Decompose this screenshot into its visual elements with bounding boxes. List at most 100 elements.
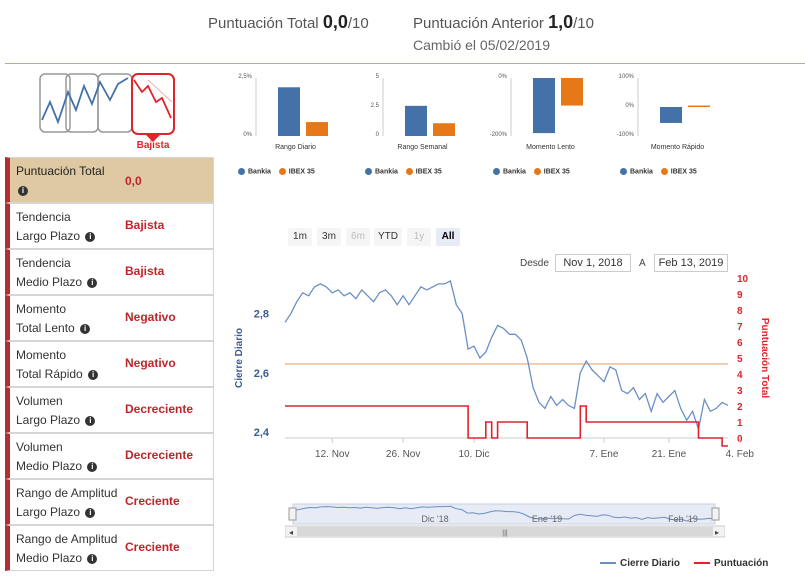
score-row-value: Creciente bbox=[125, 540, 180, 554]
score-row-label: Tendencia Medio Plazo i bbox=[16, 254, 98, 292]
legend-dot bbox=[620, 168, 627, 175]
score-row-label-line1: Rango de Amplitud bbox=[16, 532, 118, 546]
y2-axis-tick: 2 bbox=[737, 402, 743, 413]
mini-bar-bankia[interactable] bbox=[533, 78, 555, 134]
mini-chart-legend: Bankia IBEX 35 bbox=[238, 168, 315, 175]
info-icon[interactable]: i bbox=[87, 553, 98, 564]
legend-score-label: Puntuación bbox=[713, 558, 769, 569]
score-row-total: Puntuación Total i 0,0 bbox=[5, 157, 214, 203]
score-row-label-line2: Largo Plazo bbox=[16, 229, 81, 243]
previous-score-value: 1,0 bbox=[548, 12, 574, 32]
mini-bar-ibex[interactable] bbox=[306, 122, 328, 136]
score-row-label-line2: Medio Plazo bbox=[16, 459, 83, 473]
navigator-series bbox=[292, 505, 716, 522]
range-button-3m[interactable]: 3m bbox=[317, 228, 341, 246]
score-row-label: Momento Total Rápido i bbox=[16, 346, 99, 384]
range-button-6m[interactable]: 6m bbox=[346, 228, 370, 246]
navigator-scrollbar-thumb[interactable] bbox=[297, 527, 713, 536]
score-row-value: Decreciente bbox=[125, 448, 194, 462]
price-score-chart[interactable]: 2,82,62,4109876543210Cierre DiarioPuntua… bbox=[228, 268, 773, 468]
total-score: Puntuación Total 0,0/10 bbox=[208, 12, 369, 33]
range-button-1y[interactable]: 1y bbox=[407, 228, 431, 246]
header-divider bbox=[5, 63, 805, 64]
legend-score[interactable]: Puntuación bbox=[693, 558, 769, 569]
x-axis-tick: 12. Nov bbox=[315, 449, 349, 460]
total-score-suffix: /10 bbox=[347, 15, 369, 32]
mini-bar-bankia[interactable] bbox=[660, 107, 682, 123]
info-icon[interactable]: i bbox=[85, 231, 96, 242]
y-axis-label: Cierre Diario bbox=[234, 328, 245, 388]
score-row-label-line2: Total Lento bbox=[16, 321, 75, 335]
scrollbar-grip-icon[interactable]: ||| bbox=[502, 530, 508, 537]
info-icon[interactable]: i bbox=[87, 461, 98, 472]
score-row-label-line2: Largo Plazo bbox=[16, 505, 81, 519]
score-series-line[interactable] bbox=[285, 405, 728, 447]
mini-bar-ibex[interactable] bbox=[561, 78, 583, 106]
score-row-label: Volumen Largo Plazo i bbox=[16, 392, 96, 430]
legend-ibex: IBEX 35 bbox=[543, 168, 570, 176]
date-from-input[interactable]: Nov 1, 2018 bbox=[555, 254, 631, 272]
navigator-selection[interactable] bbox=[292, 503, 716, 525]
legend-score-line bbox=[693, 562, 710, 565]
navigator-handle-left[interactable] bbox=[288, 507, 297, 521]
legend-close[interactable]: Cierre Diario bbox=[600, 558, 680, 569]
previous-score: Puntuación Anterior 1,0/10 bbox=[413, 12, 594, 33]
mini-chart-title: Rango Diario bbox=[275, 144, 316, 151]
date-to-input[interactable]: Feb 13, 2019 bbox=[654, 254, 728, 272]
info-icon[interactable]: i bbox=[85, 415, 96, 426]
score-row-label-line2: Total Rápido bbox=[16, 367, 83, 381]
score-row-label-line2: Medio Plazo bbox=[16, 551, 83, 565]
score-row-label-line1: Tendencia bbox=[16, 256, 71, 270]
mini-chart-title: Momento Lento bbox=[526, 144, 575, 151]
date-from-label: Desde bbox=[520, 258, 549, 269]
score-row-value: Creciente bbox=[125, 494, 180, 508]
score-row: Tendencia Largo Plazo i Bajista bbox=[5, 203, 214, 249]
mini-chart: 5 2.5 0 Rango Semanal Bankia IBEX 35 bbox=[355, 72, 490, 182]
info-icon[interactable]: i bbox=[87, 277, 98, 288]
x-axis-tick: 4. Feb bbox=[726, 449, 755, 460]
scroll-right-arrow-icon[interactable]: ▸ bbox=[715, 528, 719, 537]
navigator-handle-right[interactable] bbox=[711, 507, 720, 521]
score-row: Volumen Largo Plazo i Decreciente bbox=[5, 387, 214, 433]
previous-score-suffix: /10 bbox=[573, 15, 594, 32]
legend-bankia: Bankia bbox=[630, 168, 653, 176]
legend-dot bbox=[405, 168, 413, 175]
range-button-all[interactable]: All bbox=[436, 228, 460, 246]
score-row-value: Negativo bbox=[125, 356, 176, 370]
info-icon[interactable]: i bbox=[85, 507, 96, 518]
score-row: Rango de Amplitud Medio Plazo i Creciente bbox=[5, 525, 214, 571]
legend-dot bbox=[533, 168, 541, 175]
mini-bar-bankia[interactable] bbox=[405, 105, 427, 136]
info-icon[interactable]: i bbox=[18, 185, 28, 196]
y-axis-tick: 2,4 bbox=[254, 427, 270, 439]
info-icon[interactable]: i bbox=[88, 369, 99, 380]
score-row-label-line1: Momento bbox=[16, 302, 67, 316]
navigator[interactable]: Dic '18 Ene '19 Feb '19 ◂ ▸ ||| bbox=[285, 500, 725, 540]
mini-chart-legend: Bankia IBEX 35 bbox=[365, 168, 442, 175]
score-row-label: Tendencia Largo Plazo i bbox=[16, 208, 96, 246]
score-row: Rango de Amplitud Largo Plazo i Creciente bbox=[5, 479, 214, 525]
y2-axis-label: Puntuación Total bbox=[759, 318, 770, 399]
info-icon[interactable]: i bbox=[80, 323, 91, 334]
trend-chart-icon bbox=[39, 73, 175, 142]
score-row-label-line1: Tendencia bbox=[16, 210, 71, 224]
scroll-left-arrow-icon[interactable]: ◂ bbox=[289, 528, 293, 537]
mini-bar-ibex[interactable] bbox=[688, 105, 710, 108]
range-button-1m[interactable]: 1m bbox=[288, 228, 312, 246]
legend-dot bbox=[278, 168, 286, 175]
mini-chart-plot bbox=[255, 78, 328, 136]
close-series-line[interactable] bbox=[284, 280, 729, 432]
y2-axis-tick: 5 bbox=[737, 354, 743, 365]
mini-bar-ibex[interactable] bbox=[433, 123, 455, 136]
x-axis-tick: 21. Ene bbox=[652, 449, 687, 460]
range-button-ytd[interactable]: YTD bbox=[374, 228, 402, 246]
mini-chart: 2,5% 0% Rango Diario Bankia IBEX 35 bbox=[228, 72, 363, 182]
mini-bar-bankia[interactable] bbox=[278, 87, 300, 136]
legend-close-line bbox=[600, 562, 616, 565]
score-row-label: Momento Total Lento i bbox=[16, 300, 91, 338]
score-row-label-text: Puntuación Total bbox=[16, 164, 105, 178]
y2-axis-tick: 1 bbox=[737, 418, 743, 429]
mini-chart-title: Momento Rápido bbox=[650, 144, 705, 151]
score-row-label-line1: Momento bbox=[16, 348, 67, 362]
legend-bankia: Bankia bbox=[503, 168, 526, 176]
